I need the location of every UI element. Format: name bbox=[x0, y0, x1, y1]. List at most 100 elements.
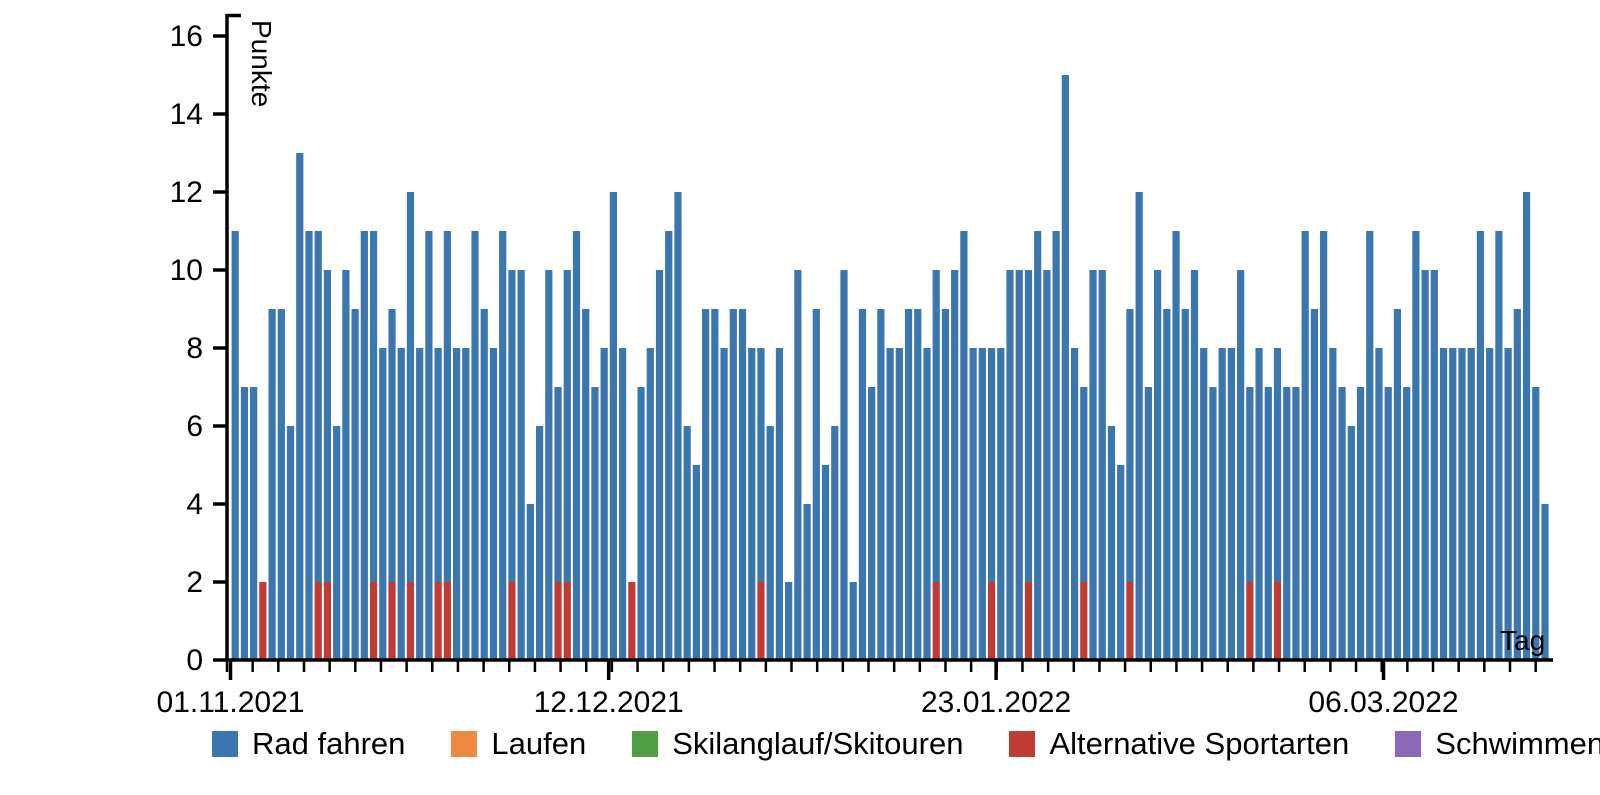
bar-rad-fahren bbox=[462, 348, 470, 660]
bar-rad-fahren bbox=[1495, 231, 1503, 660]
bar-rad-fahren bbox=[729, 309, 737, 660]
x-tick-label: 12.12.2021 bbox=[534, 686, 684, 719]
bar-rad-fahren bbox=[858, 309, 867, 660]
legend: Rad fahren Laufen Skilanglauf/Skitouren Alt… bbox=[212, 726, 1600, 762]
axes bbox=[213, 13, 1553, 680]
bar-rad-fahren bbox=[923, 348, 931, 660]
bar-alternative-segment bbox=[388, 582, 396, 660]
bar-rad-fahren-segment bbox=[1273, 348, 1282, 582]
bar-rad-fahren-segment bbox=[434, 348, 442, 582]
bar-rad-fahren bbox=[720, 348, 728, 660]
bar-rad-fahren bbox=[1255, 348, 1263, 660]
bar-rad-fahren bbox=[683, 426, 691, 660]
bar-alternative-segment bbox=[323, 582, 332, 660]
bar-rad-fahren bbox=[1107, 426, 1116, 660]
bar-rad-fahren bbox=[738, 309, 747, 660]
bar-rad-fahren bbox=[1458, 348, 1466, 660]
bar-rad-fahren bbox=[1338, 387, 1346, 660]
bar-alternative-segment bbox=[1246, 582, 1254, 660]
y-tick-label: 2 bbox=[186, 566, 203, 599]
bar-rad-fahren bbox=[1181, 309, 1189, 660]
bar-rad-fahren bbox=[803, 504, 811, 660]
bar-rad-fahren bbox=[1430, 270, 1438, 660]
legend-label: Rad fahren bbox=[252, 726, 406, 761]
bar-rad-fahren bbox=[480, 309, 488, 660]
bar-rad-fahren bbox=[895, 348, 903, 660]
legend-swatch bbox=[451, 731, 478, 757]
bar-rad-fahren-segment bbox=[369, 231, 378, 582]
bar-rad-fahren bbox=[1375, 348, 1383, 660]
bar-rad-fahren bbox=[1163, 309, 1171, 660]
bar-rad-fahren bbox=[1172, 231, 1180, 660]
y-tick-label: 12 bbox=[170, 176, 203, 209]
bar-alternative-segment bbox=[406, 582, 415, 660]
bar-rad-fahren bbox=[785, 582, 793, 660]
bar-rad-fahren bbox=[840, 270, 848, 660]
bar-rad-fahren bbox=[868, 387, 876, 660]
bar-rad-fahren bbox=[1366, 231, 1374, 660]
bar-rad-fahren bbox=[1356, 387, 1365, 660]
bar-alternative-segment bbox=[554, 582, 562, 660]
bar-rad-fahren bbox=[904, 309, 913, 660]
bar-rad-fahren bbox=[250, 387, 258, 660]
bar-rad-fahren bbox=[1061, 75, 1069, 660]
bar-rad-fahren bbox=[1089, 270, 1097, 660]
y-axis-title: Punkte bbox=[246, 20, 277, 107]
bar-rad-fahren bbox=[1329, 348, 1337, 660]
bar-rad-fahren bbox=[997, 348, 1005, 660]
bar-rad-fahren bbox=[286, 426, 295, 660]
bar-rad-fahren-segment bbox=[323, 270, 332, 582]
y-tick-label: 6 bbox=[186, 410, 203, 443]
bar-rad-fahren bbox=[941, 309, 950, 660]
bar-alternative-segment bbox=[932, 582, 940, 660]
bar-rad-fahren bbox=[489, 348, 498, 660]
bar-rad-fahren bbox=[646, 348, 654, 660]
bar-rad-fahren bbox=[1347, 426, 1355, 660]
bar-rad-fahren bbox=[1006, 270, 1014, 660]
bar-rad-fahren bbox=[1154, 270, 1162, 660]
bar-rad-fahren-segment bbox=[388, 309, 396, 582]
bar-rad-fahren bbox=[960, 231, 968, 660]
bar-rad-fahren bbox=[775, 348, 784, 660]
x-axis-title: Tag bbox=[1500, 625, 1545, 656]
bar-rad-fahren bbox=[397, 348, 405, 660]
bar-rad-fahren bbox=[1393, 309, 1402, 660]
y-tick-label: 8 bbox=[186, 332, 203, 365]
bar-rad-fahren bbox=[692, 465, 700, 660]
bar-rad-fahren bbox=[240, 387, 249, 660]
bar-rad-fahren bbox=[637, 387, 645, 660]
bar-rad-fahren bbox=[1283, 387, 1291, 660]
bar-rad-fahren bbox=[1209, 387, 1217, 660]
legend-label: Alternative Sportarten bbox=[1049, 726, 1350, 761]
bar-rad-fahren bbox=[1190, 270, 1199, 660]
bar-rad-fahren bbox=[1292, 387, 1300, 660]
y-tick-label: 4 bbox=[186, 488, 203, 521]
legend-item: Skilanglauf/Skitouren bbox=[632, 726, 963, 762]
bar-alternative-segment bbox=[563, 582, 571, 660]
bar-rad-fahren bbox=[517, 270, 525, 660]
legend-label: Laufen bbox=[491, 726, 587, 761]
bar-rad-fahren bbox=[794, 270, 802, 660]
bar-rad-fahren bbox=[526, 504, 534, 660]
bar-alternative-segment bbox=[757, 582, 765, 660]
bar-alternative-segment bbox=[1273, 582, 1282, 660]
bar-rad-fahren bbox=[812, 309, 820, 660]
bar-rad-fahren bbox=[1412, 231, 1420, 660]
bar-rad-fahren bbox=[1015, 270, 1023, 660]
bar-rad-fahren bbox=[1449, 348, 1457, 660]
bar-rad-fahren bbox=[1522, 192, 1531, 660]
bar-rad-fahren bbox=[969, 348, 977, 660]
bar-rad-fahren bbox=[978, 348, 986, 660]
bar-rad-fahren bbox=[1218, 348, 1226, 660]
y-tick-labels: 0 2 4 6 8 10 12 14 16 bbox=[170, 20, 203, 677]
legend-swatch bbox=[212, 731, 238, 757]
bar-rad-fahren bbox=[1320, 231, 1328, 660]
bar-rad-fahren-segment bbox=[1246, 387, 1254, 582]
bar-rad-fahren bbox=[535, 426, 544, 660]
bar-rad-fahren bbox=[1541, 504, 1549, 660]
legend-item: Schwimmen bbox=[1395, 726, 1600, 762]
bar-rad-fahren bbox=[545, 270, 553, 660]
legend-item: Rad fahren bbox=[212, 726, 405, 762]
legend-swatch bbox=[1009, 731, 1036, 757]
